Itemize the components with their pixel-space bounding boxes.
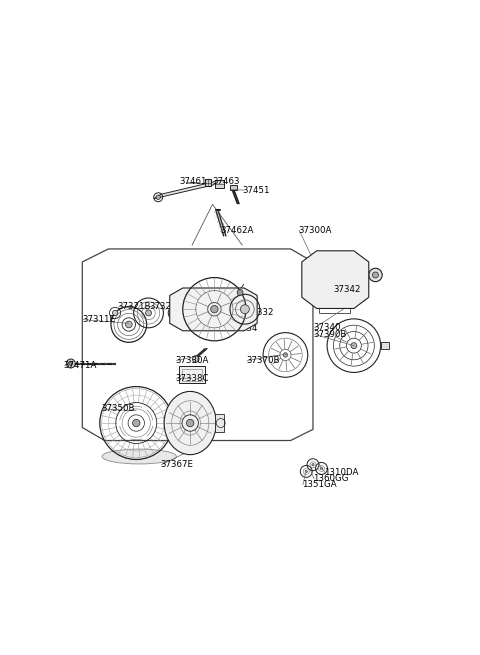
Circle shape — [321, 467, 323, 470]
Text: 37323: 37323 — [149, 302, 177, 311]
Text: 1310DA: 1310DA — [324, 468, 359, 477]
Ellipse shape — [168, 307, 177, 318]
Text: 37340: 37340 — [313, 324, 340, 332]
Ellipse shape — [170, 309, 175, 316]
Circle shape — [305, 470, 307, 472]
Polygon shape — [381, 342, 389, 349]
Circle shape — [312, 464, 314, 466]
Text: 37451: 37451 — [242, 185, 270, 195]
Polygon shape — [154, 181, 219, 198]
Text: 37332: 37332 — [246, 309, 274, 318]
Text: 37461: 37461 — [180, 177, 207, 186]
Circle shape — [66, 359, 75, 368]
Polygon shape — [302, 251, 369, 309]
Circle shape — [145, 310, 152, 316]
Text: 1360GG: 1360GG — [313, 474, 348, 483]
Circle shape — [112, 310, 118, 316]
Circle shape — [132, 419, 140, 427]
Text: 37338C: 37338C — [175, 374, 209, 383]
Circle shape — [69, 362, 72, 365]
Text: 37463: 37463 — [213, 177, 240, 186]
Text: 37300A: 37300A — [298, 226, 332, 235]
Circle shape — [237, 290, 243, 295]
Bar — [204, 179, 211, 186]
Text: 37471A: 37471A — [64, 362, 97, 370]
Text: 37342: 37342 — [334, 286, 361, 294]
Ellipse shape — [164, 392, 216, 455]
Circle shape — [340, 272, 346, 278]
Circle shape — [125, 321, 132, 328]
Text: 37334: 37334 — [230, 324, 258, 333]
Circle shape — [372, 272, 378, 278]
Circle shape — [240, 305, 249, 314]
Circle shape — [211, 305, 218, 313]
Polygon shape — [170, 288, 257, 331]
Text: 37350B: 37350B — [101, 404, 134, 413]
Text: 37370B: 37370B — [246, 356, 279, 365]
Bar — [319, 293, 350, 313]
Ellipse shape — [102, 449, 177, 464]
Text: 1351GA: 1351GA — [302, 480, 336, 489]
Text: 37390B: 37390B — [313, 330, 347, 339]
Circle shape — [351, 343, 357, 348]
Text: 37462A: 37462A — [220, 226, 253, 235]
Text: 37367E: 37367E — [160, 460, 193, 469]
Polygon shape — [216, 414, 224, 432]
Text: 37330A: 37330A — [175, 356, 209, 365]
Text: 37311E: 37311E — [83, 315, 115, 324]
Circle shape — [283, 353, 288, 357]
Circle shape — [156, 195, 160, 200]
Circle shape — [317, 253, 324, 260]
Text: 37321B: 37321B — [118, 302, 151, 311]
Circle shape — [192, 356, 199, 362]
Bar — [179, 367, 205, 383]
Circle shape — [186, 419, 194, 427]
Bar — [215, 180, 224, 187]
Bar — [230, 185, 237, 190]
Bar — [181, 369, 202, 381]
Circle shape — [369, 269, 382, 282]
